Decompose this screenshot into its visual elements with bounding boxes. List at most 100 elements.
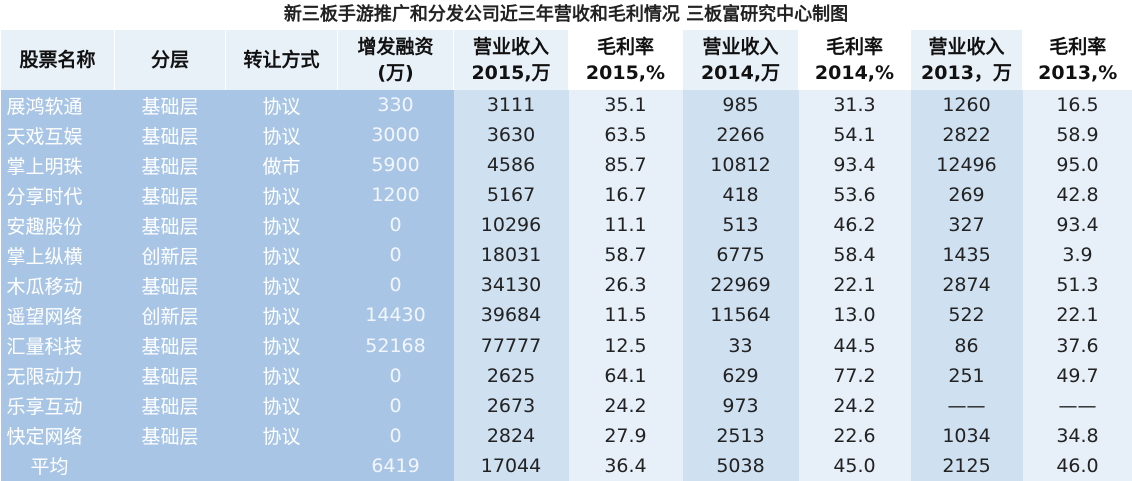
- table-cell: 77777: [453, 330, 569, 361]
- table-cell: 985: [682, 90, 799, 121]
- table-row: 木瓜移动 基础层 协议 0 34130 26.3 22969 22.1 2874 51.3: [0, 270, 1132, 301]
- table-cell: 42.8: [1022, 180, 1132, 211]
- table-cell: 协议: [225, 300, 338, 331]
- table-cell: 513: [682, 210, 799, 241]
- table-cell: 乐享互动: [0, 390, 115, 421]
- column-header[interactable]: 毛利率 2015,%: [568, 30, 683, 90]
- table-cell: [114, 450, 226, 481]
- column-header[interactable]: 股票名称: [0, 30, 115, 90]
- table-cell: 58.4: [798, 240, 911, 271]
- table-cell: 2822: [910, 120, 1023, 151]
- table-cell: 基础层: [114, 420, 226, 451]
- table-cell: 251: [910, 360, 1023, 391]
- table-cell: 基础层: [114, 360, 226, 391]
- table-cell: 0: [337, 420, 454, 451]
- table-cell: 53.6: [798, 180, 911, 211]
- table-cell: ——: [910, 390, 1023, 421]
- table-cell: 37.6: [1022, 330, 1132, 361]
- table-cell: 3.9: [1022, 240, 1132, 271]
- table-cell: [225, 450, 338, 481]
- table-cell: 天戏互娱: [0, 120, 115, 151]
- table-cell: 6419: [337, 450, 454, 481]
- table-cell: 77.2: [798, 360, 911, 391]
- table-cell: 安趣股份: [0, 210, 115, 241]
- table-cell: 分享时代: [0, 180, 115, 211]
- column-header[interactable]: 增发融资 (万): [337, 30, 454, 90]
- table-cell: 基础层: [114, 90, 226, 121]
- table-cell: 快定网络: [0, 420, 115, 451]
- table-cell: 13.0: [798, 300, 911, 331]
- table-cell: 39684: [453, 300, 569, 331]
- table-cell: 掌上纵横: [0, 240, 115, 271]
- column-header-sublabel: (万): [377, 62, 414, 84]
- table-cell: 10812: [682, 150, 799, 181]
- column-header-label: 毛利率: [596, 36, 654, 58]
- column-header-label: 毛利率: [1049, 36, 1107, 58]
- table-cell: 2125: [910, 450, 1023, 481]
- table-cell: 平均: [0, 450, 115, 481]
- table-cell: 85.7: [568, 150, 683, 181]
- table-cell: 17044: [453, 450, 569, 481]
- table-cell: 63.5: [568, 120, 683, 151]
- table-cell: 创新层: [114, 300, 226, 331]
- table-cell: 58.7: [568, 240, 683, 271]
- table-cell: 1260: [910, 90, 1023, 121]
- table-cell: 64.1: [568, 360, 683, 391]
- table-cell: 26.3: [568, 270, 683, 301]
- table-cell: 24.2: [798, 390, 911, 421]
- table-row: 分享时代 基础层 协议 1200 5167 16.7 418 53.6 269 42.8: [0, 180, 1132, 211]
- column-header[interactable]: 分层: [114, 30, 226, 90]
- table-cell: 2673: [453, 390, 569, 421]
- table-cell: 16.5: [1022, 90, 1132, 121]
- table-row: 乐享互动 基础层 协议 0 2673 24.2 973 24.2 —— ——: [0, 390, 1132, 421]
- table-row: 无限动力 基础层 协议 0 2625 64.1 629 77.2 251 49.7: [0, 360, 1132, 391]
- table-cell: 基础层: [114, 150, 226, 181]
- column-header-sublabel: 2014,万: [700, 62, 781, 84]
- column-header[interactable]: 转让方式: [225, 30, 338, 90]
- table-cell: 11.1: [568, 210, 683, 241]
- column-header-label: 股票名称: [19, 49, 96, 71]
- column-header-sublabel: 2014,%: [814, 62, 895, 84]
- table-cell: 协议: [225, 390, 338, 421]
- column-header-sublabel: 2015,%: [585, 62, 666, 84]
- table-cell: 基础层: [114, 390, 226, 421]
- table-cell: 做市: [225, 150, 338, 181]
- table-cell: 22.1: [798, 270, 911, 301]
- table-row: 掌上明珠 基础层 做市 5900 4586 85.7 10812 93.4 12496 95.0: [0, 150, 1132, 181]
- table-cell: 协议: [225, 240, 338, 271]
- table-cell: 11564: [682, 300, 799, 331]
- column-header[interactable]: 营业收入 2015,万: [453, 30, 569, 90]
- table-cell: 无限动力: [0, 360, 115, 391]
- table-cell: 522: [910, 300, 1023, 331]
- table-cell: 45.0: [798, 450, 911, 481]
- table-cell: ——: [1022, 390, 1132, 421]
- table-cell: 协议: [225, 210, 338, 241]
- table-cell: 展鸿软通: [0, 90, 115, 121]
- table-cell: 95.0: [1022, 150, 1132, 181]
- table-cell: 44.5: [798, 330, 911, 361]
- table-cell: 0: [337, 390, 454, 421]
- table-cell: 4586: [453, 150, 569, 181]
- table-cell: 基础层: [114, 210, 226, 241]
- table-cell: 2513: [682, 420, 799, 451]
- column-header[interactable]: 毛利率 2014,%: [798, 30, 911, 90]
- table-cell: 36.4: [568, 450, 683, 481]
- column-header-label: 增发融资: [357, 36, 434, 58]
- table-cell: 54.1: [798, 120, 911, 151]
- table-cell: 3630: [453, 120, 569, 151]
- column-header[interactable]: 营业收入 2013，万: [910, 30, 1023, 90]
- column-header-label: 分层: [150, 49, 189, 71]
- table-cell: 22.6: [798, 420, 911, 451]
- table-cell: 11.5: [568, 300, 683, 331]
- header-row: 股票名称 分层 转让方式 增发融资 (万) 营业收入 2015,万 毛利率 2015,% 营业收入…: [0, 30, 1132, 90]
- column-header[interactable]: 毛利率 2013,%: [1022, 30, 1132, 90]
- table-cell: 2266: [682, 120, 799, 151]
- column-header[interactable]: 营业收入 2014,万: [682, 30, 799, 90]
- table-cell: 34130: [453, 270, 569, 301]
- average-row: 平均 6419 17044 36.4 5038 45.0 2125 46.0: [0, 450, 1132, 481]
- table-cell: 协议: [225, 90, 338, 121]
- table-cell: 46.2: [798, 210, 911, 241]
- table-cell: 49.7: [1022, 360, 1132, 391]
- table-cell: 51.3: [1022, 270, 1132, 301]
- table-title: 新三板手游推广和分发公司近三年营收和毛利情况 三板富研究中心制图: [283, 4, 849, 25]
